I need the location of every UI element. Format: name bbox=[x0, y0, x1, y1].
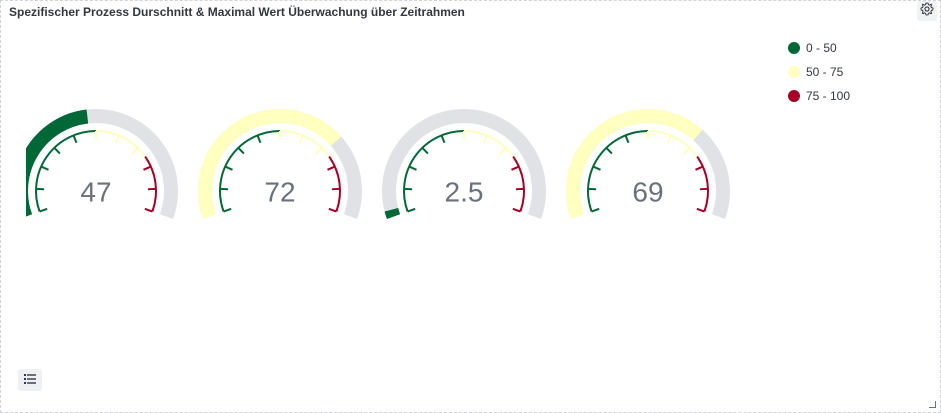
gauge-3[interactable]: 69 bbox=[566, 109, 730, 220]
gauge-tick bbox=[421, 147, 429, 155]
panel-settings-button[interactable] bbox=[917, 1, 937, 21]
legend-label: 75 - 100 bbox=[806, 89, 851, 103]
gauge-tick bbox=[144, 207, 153, 213]
gauge-0[interactable]: 47 bbox=[26, 109, 178, 220]
legend: 0 - 50 50 - 75 75 - 100 bbox=[788, 36, 850, 108]
gauge-2[interactable]: 2.5 bbox=[382, 109, 546, 220]
gauge-tick bbox=[440, 134, 446, 144]
gauge-tick bbox=[237, 147, 245, 155]
gauge-tick bbox=[683, 147, 691, 155]
gauge-tick bbox=[327, 165, 336, 171]
gauge-band-0 bbox=[219, 130, 281, 212]
legend-toggle-button[interactable] bbox=[18, 369, 42, 391]
list-icon bbox=[24, 371, 36, 389]
gauge-tick bbox=[666, 134, 672, 144]
legend-swatch bbox=[788, 66, 800, 78]
gauge-tick bbox=[223, 207, 232, 213]
gauge-value: 72 bbox=[264, 176, 295, 207]
gauge-band-1 bbox=[279, 130, 330, 158]
gauge-tick bbox=[39, 207, 48, 213]
gauge-track bbox=[26, 109, 178, 220]
gauge-tick bbox=[512, 207, 521, 213]
resize-handle[interactable] bbox=[929, 401, 936, 408]
gauge-tick bbox=[482, 134, 488, 144]
gauge-tick bbox=[591, 207, 600, 213]
legend-label: 0 - 50 bbox=[806, 41, 837, 55]
gauge-band-0 bbox=[35, 130, 97, 212]
gauge-tick bbox=[511, 165, 520, 171]
gauge-tick bbox=[53, 147, 61, 155]
gauge-band-1 bbox=[463, 130, 514, 158]
gauge-tick bbox=[298, 134, 304, 144]
gauge-tick bbox=[408, 165, 417, 171]
gauge-tick bbox=[624, 134, 630, 144]
gauge-tick bbox=[72, 134, 78, 144]
gauge-band-0 bbox=[403, 130, 465, 212]
gauge-tick bbox=[114, 134, 120, 144]
gauge-band-2 bbox=[512, 156, 525, 212]
gauge-tick bbox=[315, 147, 323, 155]
gauge-tick bbox=[224, 165, 233, 171]
gauge-value-arc bbox=[198, 109, 342, 220]
gauge-band-2 bbox=[696, 156, 709, 212]
gauge-tick bbox=[143, 165, 152, 171]
gauge-tick bbox=[407, 207, 416, 213]
gauge-tick bbox=[131, 147, 139, 155]
gauge-band-1 bbox=[95, 130, 146, 158]
gauge-value-arc bbox=[26, 109, 89, 217]
gauge-band-2 bbox=[328, 156, 341, 212]
gauge-tick bbox=[605, 147, 613, 155]
gauge-band-1 bbox=[647, 130, 698, 158]
gauge-tick bbox=[256, 134, 262, 144]
legend-item-2[interactable]: 75 - 100 bbox=[788, 84, 850, 108]
gauge-tick bbox=[40, 165, 49, 171]
gauge-tick bbox=[695, 165, 704, 171]
panel-title: Spezifischer Prozess Durschnitt & Maxima… bbox=[9, 5, 465, 19]
gauge-value-arc bbox=[566, 109, 703, 220]
gauge-tick bbox=[696, 207, 705, 213]
legend-item-0[interactable]: 0 - 50 bbox=[788, 36, 850, 60]
gauge-value-arc bbox=[384, 207, 401, 220]
gauge-band-2 bbox=[144, 156, 157, 212]
gauge-band-0 bbox=[587, 130, 649, 212]
gauge-value: 2.5 bbox=[445, 176, 484, 207]
gauge-tick bbox=[499, 147, 507, 155]
legend-item-1[interactable]: 50 - 75 bbox=[788, 60, 850, 84]
gauge-1[interactable]: 72 bbox=[198, 109, 362, 220]
gauge-value: 69 bbox=[632, 176, 663, 207]
gear-icon bbox=[920, 2, 934, 21]
gauge-value: 47 bbox=[80, 176, 111, 207]
legend-swatch bbox=[788, 90, 800, 102]
legend-swatch bbox=[788, 42, 800, 54]
legend-label: 50 - 75 bbox=[806, 65, 844, 79]
gauge-tick bbox=[592, 165, 601, 171]
gauges: 47 72 2.5 69 bbox=[26, 109, 730, 220]
gauge-track bbox=[382, 109, 546, 220]
gauge-tick bbox=[328, 207, 337, 213]
